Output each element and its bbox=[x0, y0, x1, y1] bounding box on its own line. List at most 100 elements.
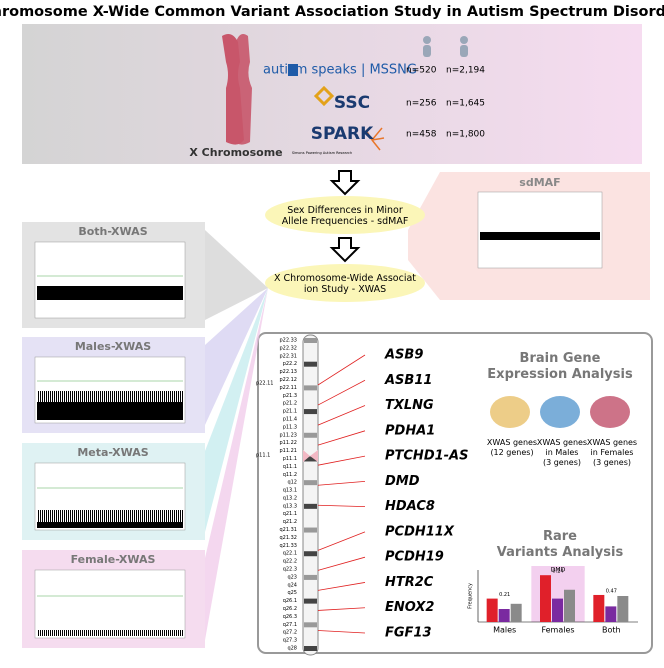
category-label: Males bbox=[493, 626, 516, 635]
band bbox=[304, 361, 317, 367]
gene-link bbox=[317, 480, 366, 486]
sdmaf-title: sdMAF bbox=[519, 176, 560, 189]
brain-title-line: Brain Gene bbox=[520, 351, 601, 366]
centromere bbox=[303, 450, 318, 462]
band bbox=[304, 622, 317, 628]
caption-line: XWAS genes bbox=[587, 438, 637, 447]
gene-link bbox=[317, 582, 366, 591]
band-label: q22.1 bbox=[283, 551, 297, 557]
rare-title-line: Variants Analysis bbox=[497, 545, 624, 560]
brain-caption: XWAS genes in Males (3 genes) bbox=[537, 438, 587, 467]
band-label: p11.23 bbox=[280, 432, 298, 438]
spark-logo bbox=[365, 127, 385, 151]
brain-caption: XWAS genes (12 genes) bbox=[487, 438, 537, 457]
mssng-logo bbox=[288, 64, 298, 76]
gene: TXLNG bbox=[385, 398, 434, 413]
band-label: q26.3 bbox=[283, 614, 297, 620]
sdmaf-points bbox=[480, 232, 600, 266]
band-label: p11.21 bbox=[280, 448, 298, 454]
gene: PCDH11X bbox=[385, 524, 455, 539]
band-label: q21.1 bbox=[283, 511, 297, 517]
gene: HDAC8 bbox=[385, 499, 435, 514]
chromosome-label: X Chromosome bbox=[189, 146, 282, 159]
gene-link bbox=[317, 455, 366, 466]
band-label: q22.3 bbox=[283, 567, 297, 573]
bar bbox=[552, 598, 563, 622]
band-label: q13.1 bbox=[283, 488, 297, 494]
band bbox=[304, 527, 317, 533]
step-line: X Chromosome-Wide Associat bbox=[274, 273, 416, 284]
band-label: q26.2 bbox=[283, 606, 297, 612]
caption-line: (3 genes) bbox=[593, 458, 631, 467]
xwas-points bbox=[37, 498, 183, 528]
band bbox=[304, 574, 317, 580]
band bbox=[304, 432, 317, 438]
caption-line: in Females bbox=[591, 448, 634, 457]
band-label: q26.1 bbox=[283, 598, 297, 604]
bar bbox=[486, 598, 498, 622]
step-line: Allele Frequencies - sdMAF bbox=[282, 216, 409, 227]
cohort-name: SPARK bbox=[311, 124, 374, 144]
brain-icon bbox=[490, 396, 530, 428]
band-label: p22.33 bbox=[280, 338, 298, 344]
band-label: q21.31 bbox=[280, 527, 298, 533]
gene-link bbox=[317, 430, 366, 446]
gene: DMD bbox=[385, 474, 420, 489]
gene: ASB11 bbox=[384, 373, 432, 388]
bar bbox=[593, 594, 605, 622]
band-label: p11.1 bbox=[283, 456, 297, 462]
brain-title: Brain Gene Expression Analysis bbox=[487, 351, 633, 382]
band-label: p21.2 bbox=[283, 401, 297, 407]
band-label: p21.3 bbox=[283, 393, 297, 399]
xwas-title: Males-XWAS bbox=[75, 340, 151, 353]
band bbox=[304, 551, 317, 557]
band-label: p22.12 bbox=[280, 377, 298, 383]
brain-icon bbox=[540, 396, 580, 428]
gene: ASB9 bbox=[384, 348, 423, 363]
n-controls: n=2,194 bbox=[446, 66, 485, 76]
title: Chromosome X-Wide Common Variant Associa… bbox=[0, 4, 664, 20]
band-label: q24 bbox=[287, 582, 297, 588]
bar bbox=[540, 575, 551, 622]
step-text: Sex Differences in Minor Allele Frequenci… bbox=[282, 205, 409, 227]
band bbox=[304, 646, 317, 651]
chromosome-ideogram bbox=[302, 334, 319, 656]
annotation: 0.24 bbox=[552, 569, 563, 575]
xwas-points bbox=[37, 391, 183, 421]
band bbox=[304, 503, 317, 509]
xwas-title: Female-XWAS bbox=[71, 553, 156, 566]
rare-title-line: Rare bbox=[543, 529, 577, 544]
brain-caption: XWAS genes in Females (3 genes) bbox=[587, 438, 637, 467]
band-label: p22.32 bbox=[280, 345, 298, 351]
band-label: q21.33 bbox=[280, 543, 298, 549]
step-ellipse bbox=[265, 196, 425, 234]
n-cases: n=256 bbox=[406, 99, 437, 109]
band-label: q25 bbox=[287, 590, 297, 596]
caption-line: XWAS genes bbox=[537, 438, 587, 447]
band-label: p11.3 bbox=[283, 424, 297, 430]
gene: HTR2C bbox=[385, 575, 434, 590]
band-label: q11.1 bbox=[283, 464, 297, 470]
cohort-name: autism speaks | MSSNG bbox=[263, 63, 417, 78]
annotation: 0.47 bbox=[606, 588, 617, 594]
gene-link bbox=[317, 354, 366, 386]
band-label: q11.2 bbox=[283, 472, 297, 478]
gene-link bbox=[317, 405, 366, 426]
xwas-title: Meta-XWAS bbox=[77, 446, 148, 459]
band bbox=[304, 338, 317, 343]
rare-title: Rare Variants Analysis bbox=[497, 529, 624, 560]
band bbox=[304, 385, 317, 391]
caption-line: in Males bbox=[546, 448, 579, 457]
band-label: p22.13 bbox=[280, 369, 298, 375]
gene-link bbox=[317, 556, 366, 571]
band-label: q27.1 bbox=[283, 622, 297, 628]
n-cases: n=458 bbox=[406, 130, 437, 140]
band bbox=[304, 598, 317, 604]
brain-title-line: Expression Analysis bbox=[487, 367, 633, 382]
xwas-connector bbox=[205, 288, 268, 532]
gene: ENOX2 bbox=[385, 600, 434, 615]
step-text: X Chromosome-Wide Associat ion Study - XW… bbox=[274, 273, 416, 295]
xwas-title: Both-XWAS bbox=[78, 225, 147, 238]
band-label: q28 bbox=[287, 646, 297, 652]
